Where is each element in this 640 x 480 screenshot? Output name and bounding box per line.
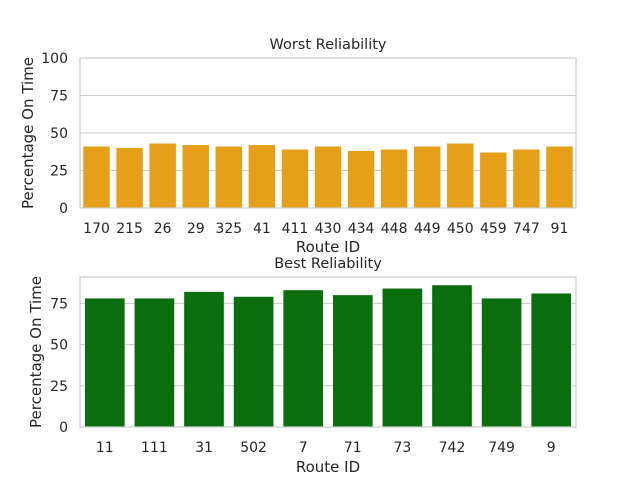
bar-29 — [182, 145, 209, 208]
bar-325 — [215, 146, 243, 208]
bar-502 — [233, 296, 274, 427]
x-tick-label: 29 — [187, 221, 205, 237]
y-tick-label: 50 — [50, 338, 68, 354]
x-tick-label: 434 — [348, 221, 375, 237]
bar-747 — [513, 149, 540, 208]
x-tick-label: 430 — [315, 221, 342, 237]
axes-frame — [79, 57, 577, 209]
x-tick-label: 459 — [480, 221, 507, 237]
x-tick-label: 742 — [439, 440, 466, 456]
bar-448 — [380, 149, 408, 208]
bar-459 — [480, 152, 507, 208]
bar-26 — [149, 143, 176, 208]
bar-449 — [413, 146, 441, 208]
axes-frame — [79, 276, 577, 428]
x-tick-label: 111 — [141, 440, 168, 456]
bar-9 — [531, 293, 572, 427]
y-axis-label: Percentage On Time — [27, 276, 45, 428]
y-tick-label: 50 — [50, 126, 68, 142]
x-tick-label: 7 — [299, 440, 308, 456]
bar-91 — [546, 146, 573, 208]
bar-41 — [248, 145, 276, 208]
x-tick-label: 411 — [282, 221, 309, 237]
x-tick-label: 9 — [547, 440, 556, 456]
bar-430 — [314, 146, 342, 208]
y-tick-label: 0 — [59, 201, 68, 217]
bar-411 — [281, 149, 309, 208]
bar-73 — [382, 288, 423, 427]
bar-434 — [347, 151, 375, 208]
bar-31 — [184, 291, 224, 427]
x-tick-label: 325 — [215, 221, 242, 237]
x-tick-label: 448 — [381, 221, 408, 237]
x-tick-label: 449 — [414, 221, 441, 237]
x-axis-label: Route ID — [296, 238, 360, 256]
x-tick-label: 91 — [551, 221, 569, 237]
x-tick-label: 502 — [240, 440, 267, 456]
chart-title: Worst Reliability — [269, 37, 386, 53]
bar-170 — [83, 146, 110, 208]
bar-215 — [116, 148, 143, 208]
bar-742 — [432, 285, 472, 427]
x-axis-label: Route ID — [296, 458, 360, 476]
y-tick-label: 25 — [50, 379, 68, 395]
x-tick-label: 73 — [393, 440, 411, 456]
subplot-1: 0 25 50 75 100 170 215 26 29 325 41 411 430 434 448 449… — [19, 37, 577, 256]
bar-71 — [332, 295, 373, 427]
x-tick-label: 215 — [116, 221, 143, 237]
x-tick-label: 450 — [447, 221, 474, 237]
x-tick-label: 11 — [96, 440, 114, 456]
bar-749 — [481, 298, 522, 427]
x-tick-label: 41 — [253, 221, 271, 237]
x-tick-label: 747 — [513, 221, 540, 237]
bar-111 — [134, 298, 175, 427]
y-tick-label: 25 — [50, 164, 68, 180]
y-tick-label: 75 — [50, 296, 68, 312]
y-tick-label: 100 — [41, 51, 68, 67]
chart-title: Best Reliability — [274, 256, 382, 272]
x-tick-label: 170 — [83, 221, 110, 237]
bar-7 — [283, 290, 324, 427]
y-axis-label: Percentage On Time — [19, 57, 37, 209]
x-tick-label: 26 — [154, 221, 172, 237]
y-tick-label: 75 — [50, 89, 68, 105]
x-tick-label: 31 — [195, 440, 213, 456]
x-tick-label: 749 — [488, 440, 515, 456]
bar-11 — [84, 298, 125, 427]
y-tick-label: 0 — [59, 420, 68, 436]
x-tick-label: 71 — [344, 440, 362, 456]
bar-450 — [447, 143, 474, 208]
